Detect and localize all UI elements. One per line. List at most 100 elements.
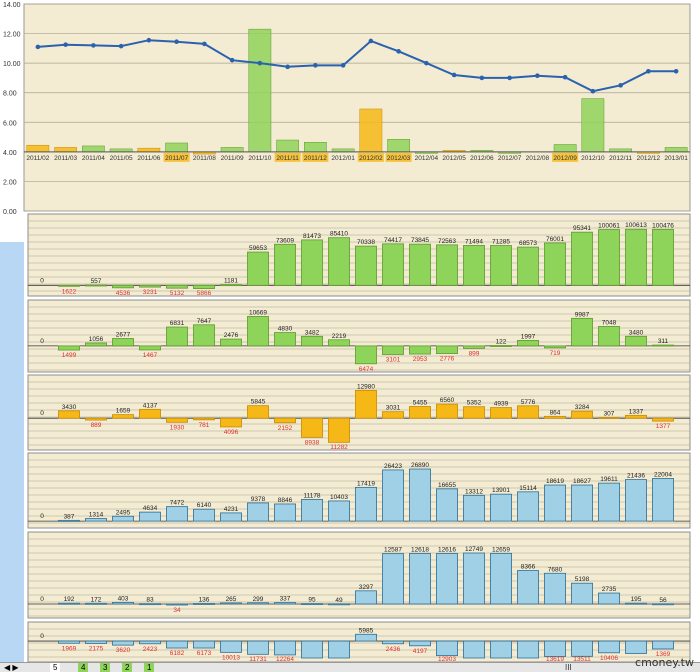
tab-sheet-1[interactable]: 1	[144, 663, 155, 672]
panel-value-label: 16655	[438, 482, 456, 489]
panel-value-label: 2953	[413, 356, 428, 363]
panel-bar	[625, 602, 647, 605]
top-bar	[26, 144, 50, 153]
panel-bar	[544, 345, 566, 349]
panel-bar	[85, 342, 107, 347]
top-bar	[581, 98, 605, 153]
panel-value-label: 6560	[440, 397, 455, 404]
panel-value-label: 2677	[116, 332, 131, 339]
top-bar	[276, 139, 299, 153]
panel-value-label: 557	[91, 278, 102, 285]
tab-sheet-5[interactable]: 5	[50, 663, 61, 672]
panel-bar	[652, 478, 674, 522]
panel-bar	[85, 640, 107, 644]
tab-sheet-3[interactable]: 3	[100, 663, 111, 672]
panel-value-label: 3284	[575, 404, 590, 411]
panel-bar	[436, 553, 458, 605]
panel-value-label: 1467	[143, 352, 158, 359]
panel-bar	[436, 345, 458, 354]
panel-bar	[247, 316, 269, 347]
panel-bar	[166, 284, 188, 289]
top-line-point	[229, 57, 235, 63]
panel-value-label: 70338	[357, 239, 375, 246]
panel-value-label: 5845	[251, 399, 266, 406]
top-bar	[82, 145, 105, 153]
top-line-point	[646, 68, 651, 74]
panel-bar	[652, 344, 674, 347]
panel-bar	[598, 417, 620, 419]
top-y-tick-label: 2.00	[3, 179, 17, 186]
panel-bar	[463, 245, 485, 286]
panel-bar	[463, 640, 485, 659]
panel-bar	[409, 553, 431, 605]
top-bar	[359, 108, 383, 153]
watermark-text: cmoney.tw	[635, 656, 694, 669]
panel-value-label: 781	[199, 422, 210, 429]
panel-value-label: 195	[631, 596, 642, 603]
panel-value-label: 0	[40, 277, 44, 284]
horizontal-scrollbar[interactable]: III	[565, 663, 572, 672]
panel-value-label: 6474	[359, 366, 374, 373]
top-category-label: 2011/10	[248, 155, 271, 162]
tab-sheet-4[interactable]: 4	[78, 663, 89, 672]
top-category-label: 2012/07	[498, 155, 522, 162]
panel-value-label: 265	[226, 596, 237, 603]
panel-value-label: 864	[550, 409, 561, 416]
panel-value-label: 2776	[440, 356, 455, 363]
top-line-point	[424, 60, 429, 66]
top-plot-area	[23, 3, 691, 212]
panel-bar	[436, 244, 458, 286]
panel-bar	[382, 553, 404, 605]
panel-bar	[247, 502, 269, 522]
top-y-tick-label: 0.00	[3, 209, 17, 216]
panel-value-label: 2495	[116, 509, 131, 516]
panel-value-label: 22004	[654, 471, 672, 478]
tab-sheet-2[interactable]: 2	[122, 663, 133, 672]
top-category-highlight	[357, 152, 384, 162]
top-category-label: 2011/07	[165, 155, 188, 162]
top-category-highlight	[302, 152, 329, 162]
panel-value-label: 889	[91, 422, 102, 429]
panel-value-label: 311	[658, 338, 669, 345]
panel-bar	[544, 415, 566, 419]
panel-bar	[517, 339, 539, 347]
panel-bar	[409, 406, 431, 419]
top-category-label: 2011/05	[110, 155, 133, 162]
panel-value-label: 6140	[197, 502, 212, 509]
panel-value-label: 4231	[224, 506, 239, 513]
panel-bar	[652, 640, 674, 650]
panel-bar	[85, 518, 107, 522]
panel-bar	[382, 469, 404, 522]
panel-bar	[355, 245, 377, 286]
panel-value-label: 0	[40, 338, 44, 345]
panel-value-label: 172	[91, 596, 102, 603]
panel-bar	[598, 640, 620, 654]
top-line-point	[590, 88, 596, 94]
panel-bar	[274, 417, 296, 424]
top-category-label: 2011/08	[193, 155, 216, 162]
top-line-point	[396, 49, 401, 54]
panel-value-label: 21436	[627, 473, 645, 480]
panel-bar	[247, 602, 269, 605]
panel-bar	[220, 417, 242, 428]
top-category-label: 2012/10	[581, 155, 605, 162]
panel-bar	[625, 335, 647, 347]
panel-value-label: 7680	[548, 566, 563, 573]
panel-value-label: 122	[496, 339, 507, 346]
panel-value-label: 10669	[249, 309, 267, 316]
panel-value-label: 74417	[384, 237, 402, 244]
panel-value-label: 11282	[330, 444, 348, 451]
top-line-point	[313, 63, 318, 68]
panel-value-label: 337	[280, 596, 291, 603]
panel-bar	[193, 324, 215, 347]
panel-value-label: 5985	[359, 627, 374, 634]
panel-bar	[112, 601, 134, 605]
top-category-label: 2011/11	[276, 155, 299, 162]
panel-bar	[58, 410, 80, 419]
panel-bar	[274, 332, 296, 347]
sheet-nav-arrows[interactable]: ◀ ▶	[4, 663, 19, 672]
panel-bar	[463, 406, 485, 419]
panel-value-label: 1377	[656, 423, 671, 430]
panel-bar	[220, 338, 242, 347]
top-bar	[137, 147, 161, 153]
